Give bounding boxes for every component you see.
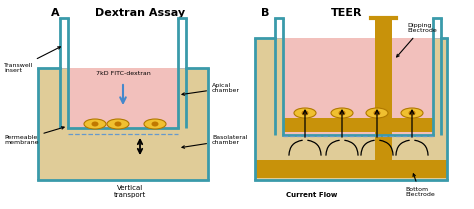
Ellipse shape	[115, 121, 121, 126]
Bar	[375, 18, 392, 160]
Bar	[255, 38, 447, 180]
Ellipse shape	[152, 121, 158, 126]
Text: Transwell
insert: Transwell insert	[4, 47, 60, 73]
Text: A: A	[51, 8, 59, 18]
Ellipse shape	[294, 108, 316, 118]
Text: Dextran Assay: Dextran Assay	[95, 8, 185, 18]
Bar	[68, 68, 178, 128]
Bar	[283, 38, 433, 135]
Ellipse shape	[301, 111, 309, 116]
Ellipse shape	[366, 108, 388, 118]
Bar	[255, 160, 447, 178]
Text: B: B	[261, 8, 269, 18]
Text: Permeable
membrane: Permeable membrane	[4, 127, 64, 145]
Text: TEER: TEER	[331, 8, 363, 18]
Bar	[38, 68, 208, 180]
Text: Bottom
Electrode: Bottom Electrode	[405, 174, 435, 197]
Ellipse shape	[338, 111, 346, 116]
Text: Vertical
transport: Vertical transport	[114, 185, 146, 198]
Ellipse shape	[374, 111, 381, 116]
Ellipse shape	[91, 121, 99, 126]
Ellipse shape	[144, 119, 166, 129]
Text: Apical
chamber: Apical chamber	[182, 83, 240, 95]
Ellipse shape	[409, 111, 416, 116]
Text: Dipping
Electrode: Dipping Electrode	[397, 23, 437, 57]
Bar	[283, 118, 433, 132]
Text: Current Flow: Current Flow	[286, 192, 337, 198]
Ellipse shape	[331, 108, 353, 118]
Text: Basolateral
chamber: Basolateral chamber	[182, 135, 247, 148]
Text: 7kD FITC-dextran: 7kD FITC-dextran	[96, 71, 150, 76]
Ellipse shape	[401, 108, 423, 118]
Ellipse shape	[107, 119, 129, 129]
Ellipse shape	[84, 119, 106, 129]
